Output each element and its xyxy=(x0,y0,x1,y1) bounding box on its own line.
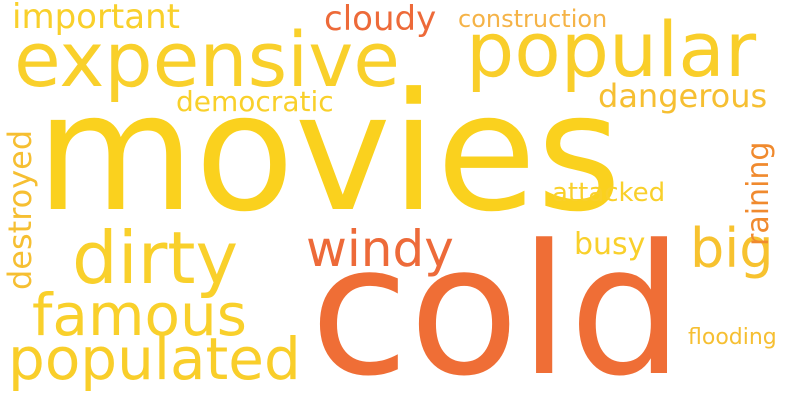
word-busy: busy xyxy=(574,227,646,262)
word-democratic: democratic xyxy=(176,85,334,118)
word-dangerous: dangerous xyxy=(598,77,768,115)
word-dirty: dirty xyxy=(72,216,239,300)
word-important: important xyxy=(12,0,180,37)
word-movies: movies xyxy=(36,59,622,248)
word-cloudy: cloudy xyxy=(324,0,437,39)
word-flooding: flooding xyxy=(688,325,777,350)
word-cold: cold xyxy=(310,207,684,400)
word-big: big xyxy=(690,217,774,280)
word-famous: famous xyxy=(32,281,247,349)
word-destroyed: destroyed xyxy=(1,129,39,290)
word-raining: raining xyxy=(741,141,776,246)
word-populated: populated xyxy=(8,325,301,393)
word-construction: construction xyxy=(458,5,608,33)
word-attacked: attacked xyxy=(552,178,666,208)
word-expensive: expensive xyxy=(14,15,401,104)
word-popular: popular xyxy=(466,5,757,94)
word-windy: windy xyxy=(306,220,454,278)
